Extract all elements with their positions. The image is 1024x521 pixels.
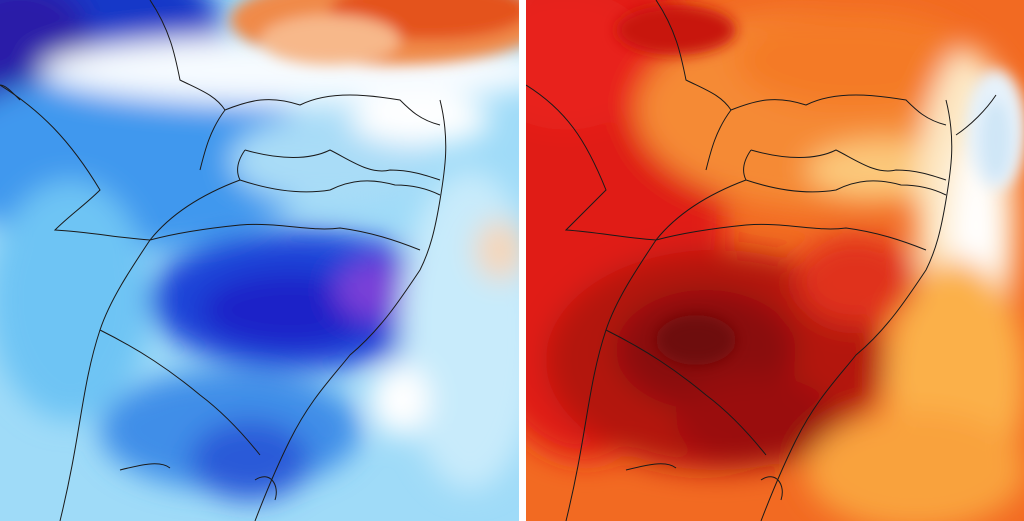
- left-border-middle: [244, 149, 441, 181]
- right-lagoon-outline: [625, 463, 677, 471]
- left-border-nw: [0, 84, 21, 101]
- left-map-panel: [0, 0, 519, 521]
- right-coastline: [760, 99, 953, 521]
- left-map-svg: [0, 0, 519, 521]
- right-detail-layers: [616, 5, 1024, 365]
- left-border-rs: [149, 223, 421, 251]
- left-field-layers: [0, 0, 519, 500]
- right-border-rs: [655, 223, 927, 251]
- right-border-argentina: [565, 239, 657, 521]
- right-border-north-2: [730, 94, 947, 126]
- right-map-panel: [526, 0, 1024, 521]
- right-lagoon-2: [760, 476, 783, 501]
- left-border-north-2: [224, 94, 441, 126]
- left-coastline: [254, 99, 447, 521]
- left-lagoon-2: [254, 476, 277, 501]
- left-border-state: [239, 179, 441, 196]
- right-border-middle: [750, 149, 947, 181]
- left-border-north-1: [149, 0, 226, 171]
- left-border-uruguay: [99, 329, 261, 456]
- panel-divider: [519, 0, 526, 521]
- left-warm-cap: [230, 0, 519, 65]
- right-border-west: [526, 84, 752, 241]
- right-boundaries: [526, 0, 997, 521]
- right-coast-north: [955, 94, 997, 136]
- right-map-svg: [526, 0, 1024, 521]
- right-border-state: [745, 179, 947, 196]
- right-border-uruguay: [605, 329, 767, 456]
- left-border-argentina: [59, 239, 151, 521]
- left-boundaries: [0, 0, 447, 521]
- left-lagoon-outline: [119, 463, 171, 471]
- right-border-north-1: [655, 0, 732, 171]
- right-field-layers: [526, 0, 1024, 521]
